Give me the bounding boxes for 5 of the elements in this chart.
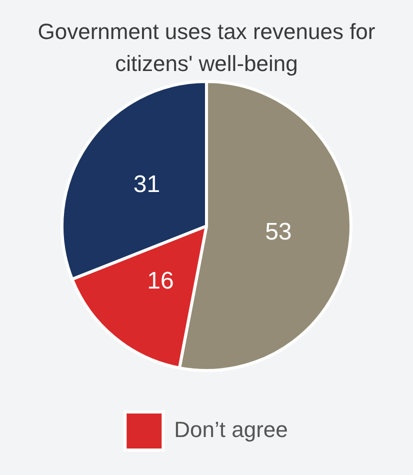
data-label: 53	[265, 218, 292, 246]
legend-label: Don’t agree	[174, 417, 288, 442]
chart-title: Government uses tax revenues for citizens' well-being	[36, 18, 376, 78]
data-label: 31	[133, 171, 160, 198]
data-label: 16	[147, 267, 174, 294]
